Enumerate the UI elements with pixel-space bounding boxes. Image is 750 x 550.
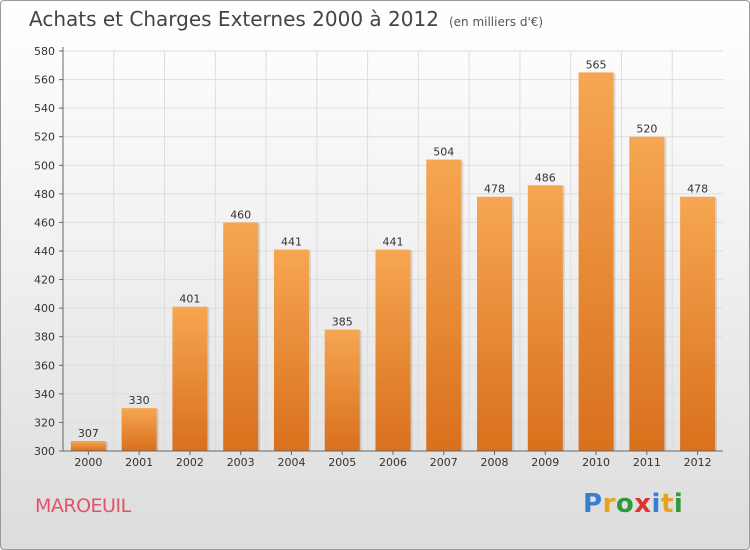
proxiti-logo[interactable]: Proxiti <box>583 489 683 519</box>
y-tick-label-480: 480 <box>34 188 55 201</box>
bar-2000 <box>70 441 106 451</box>
y-tick-label-580: 580 <box>34 45 55 58</box>
x-tick-label-2003: 2003 <box>227 456 255 469</box>
chart-title: Achats et Charges Externes 2000 à 2012 (e… <box>29 7 543 31</box>
y-tick-label-300: 300 <box>34 445 55 458</box>
y-tick-label-360: 360 <box>34 359 55 372</box>
data-label-2008: 478 <box>484 183 505 196</box>
y-tick-label-460: 460 <box>34 216 55 229</box>
data-label-2011: 520 <box>636 123 657 136</box>
y-tick-label-560: 560 <box>34 74 55 87</box>
bar-2012 <box>680 196 716 451</box>
data-label-2010: 565 <box>586 58 607 71</box>
logo-letter: t <box>660 489 674 519</box>
bar-2001 <box>121 408 157 451</box>
logo-letter: r <box>602 489 616 519</box>
y-tick-label-420: 420 <box>34 274 55 287</box>
logo-letter: x <box>634 489 652 519</box>
x-tick-label-2000: 2000 <box>74 456 102 469</box>
y-tick-label-320: 320 <box>34 416 55 429</box>
y-tick-label-380: 380 <box>34 331 55 344</box>
data-label-2002: 401 <box>179 293 200 306</box>
data-label-2012: 478 <box>687 183 708 196</box>
x-tick-label-2006: 2006 <box>379 456 407 469</box>
title-unit: (en milliers d'€) <box>448 15 544 29</box>
x-tick-label-2004: 2004 <box>277 456 305 469</box>
y-tick-label-520: 520 <box>34 131 55 144</box>
x-tick-label-2010: 2010 <box>582 456 610 469</box>
bar-2005 <box>324 329 360 451</box>
x-tick-label-2005: 2005 <box>328 456 356 469</box>
logo-letter: i <box>673 489 684 519</box>
data-label-2009: 486 <box>535 171 556 184</box>
city-name: MAROEUIL <box>35 495 131 517</box>
data-label-2003: 460 <box>230 208 251 221</box>
y-tick-label-440: 440 <box>34 245 55 258</box>
x-tick-label-2012: 2012 <box>684 456 712 469</box>
bar-2006 <box>375 249 411 451</box>
y-tick-label-400: 400 <box>34 302 55 315</box>
bar-2011 <box>629 136 665 451</box>
x-tick-label-2009: 2009 <box>531 456 559 469</box>
data-label-2006: 441 <box>383 236 404 249</box>
bar-2004 <box>273 249 309 451</box>
x-tick-label-2007: 2007 <box>430 456 458 469</box>
data-label-2004: 441 <box>281 236 302 249</box>
y-tick-label-540: 540 <box>34 102 55 115</box>
bar-2008 <box>477 196 513 451</box>
bar-2007 <box>426 159 462 452</box>
data-labels: 307 330 401 460 441 385 441 504 478 486 565 520 478 <box>78 58 708 440</box>
data-label-2001: 330 <box>129 394 150 407</box>
bar-2002 <box>172 306 208 451</box>
data-label-2005: 385 <box>332 316 353 329</box>
title-text: Achats et Charges Externes 2000 à 2012 <box>29 7 439 31</box>
x-tick-label-2001: 2001 <box>125 456 153 469</box>
logo-letter: i <box>651 489 661 519</box>
bar-2003 <box>223 222 259 451</box>
data-label-2007: 504 <box>433 146 454 159</box>
logo-letter: P <box>583 489 603 519</box>
bars <box>70 72 718 452</box>
bar-2010 <box>578 72 614 451</box>
x-tick-label-2011: 2011 <box>633 456 661 469</box>
y-tick-label-500: 500 <box>34 159 55 172</box>
y-tick-label-340: 340 <box>34 388 55 401</box>
axes: 300 320 340 360 380 400 420 440 460 480 500 520 540 5… <box>34 45 723 469</box>
logo-letter: o <box>615 489 635 519</box>
x-tick-label-2002: 2002 <box>176 456 204 469</box>
bar-2009 <box>527 185 563 452</box>
data-label-2000: 307 <box>78 427 99 440</box>
x-tick-label-2008: 2008 <box>481 456 509 469</box>
